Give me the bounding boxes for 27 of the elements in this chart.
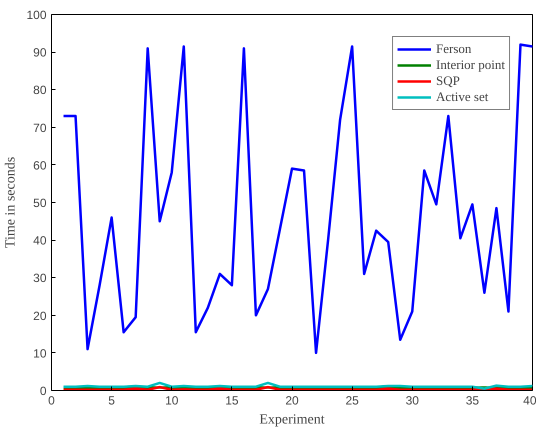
x-tick-label: 0 bbox=[48, 394, 56, 408]
y-tick-label: 40 bbox=[33, 234, 47, 248]
y-tick-label: 10 bbox=[33, 346, 47, 360]
x-tick-label: 25 bbox=[345, 394, 360, 408]
x-tick-label: 5 bbox=[108, 394, 116, 408]
y-tick-label: 60 bbox=[33, 158, 47, 172]
x-tick-label: 40 bbox=[523, 394, 536, 408]
line-series bbox=[62, 43, 532, 354]
y-tick-label: 70 bbox=[33, 120, 47, 135]
x-tick-label: 20 bbox=[285, 394, 299, 408]
x-tick-label: 35 bbox=[466, 394, 480, 408]
y-tick-label: 30 bbox=[33, 271, 47, 286]
y-tick-label: 50 bbox=[33, 196, 47, 210]
x-tick-label: 15 bbox=[225, 394, 239, 408]
y-axis-title: Time in seconds bbox=[3, 156, 18, 248]
y-tick-label: 100 bbox=[26, 8, 47, 22]
legend-label: Interior point bbox=[436, 57, 505, 73]
y-tick-label: 90 bbox=[33, 46, 47, 60]
y-tick-label: 80 bbox=[33, 83, 47, 98]
x-tick-label: 10 bbox=[165, 394, 179, 408]
x-axis-title: Experiment bbox=[259, 412, 325, 428]
legend-label: Active set bbox=[436, 89, 488, 105]
legend-label: Ferson bbox=[436, 41, 472, 57]
legend-label: SQP bbox=[436, 73, 460, 89]
x-tick-label: 30 bbox=[406, 394, 420, 408]
y-tick-label: 0 bbox=[40, 384, 47, 398]
y-tick-label: 20 bbox=[33, 308, 47, 323]
